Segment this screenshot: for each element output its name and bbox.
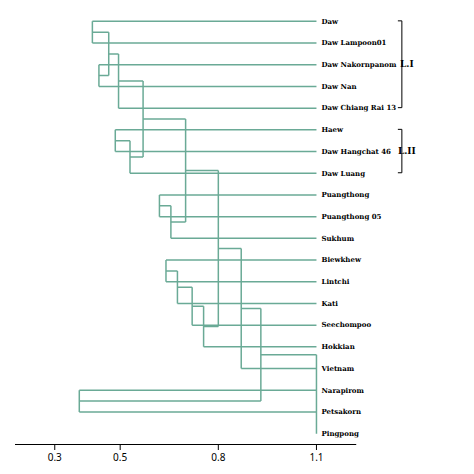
svg-text:0.8: 0.8 xyxy=(211,450,225,464)
svg-text:Daw Hangchat 46: Daw Hangchat 46 xyxy=(321,147,391,156)
svg-text:Petsakorn: Petsakorn xyxy=(321,407,361,416)
svg-text:Puangthong: Puangthong xyxy=(321,190,369,199)
svg-text:0.5: 0.5 xyxy=(113,450,127,464)
svg-text:Daw Nan: Daw Nan xyxy=(321,82,356,91)
svg-text:1.1: 1.1 xyxy=(309,450,323,464)
svg-text:Biewkhew: Biewkhew xyxy=(321,255,361,264)
svg-text:Lintchi: Lintchi xyxy=(321,277,349,286)
svg-text:L.II: L.II xyxy=(398,146,416,156)
svg-text:0.3: 0.3 xyxy=(48,450,62,464)
svg-text:Puangthong 05: Puangthong 05 xyxy=(321,212,381,221)
svg-text:Narapirom: Narapirom xyxy=(321,385,364,394)
svg-text:Daw Lampoon01: Daw Lampoon01 xyxy=(321,38,386,47)
svg-text:L.I: L.I xyxy=(400,59,414,69)
svg-text:Daw Chiang Rai 13: Daw Chiang Rai 13 xyxy=(321,103,396,112)
svg-text:Hokkian: Hokkian xyxy=(321,342,354,351)
svg-text:Kati: Kati xyxy=(321,299,338,308)
svg-text:Daw Luang: Daw Luang xyxy=(321,168,365,177)
svg-text:Haew: Haew xyxy=(321,125,344,134)
svg-text:Vietnam: Vietnam xyxy=(320,364,354,373)
svg-text:Daw Nakornpanom: Daw Nakornpanom xyxy=(321,60,396,69)
svg-text:Pingpong: Pingpong xyxy=(321,429,359,438)
svg-text:Seechompoo: Seechompoo xyxy=(321,320,371,329)
svg-text:Sukhum: Sukhum xyxy=(321,234,354,243)
svg-text:Daw: Daw xyxy=(321,17,339,26)
